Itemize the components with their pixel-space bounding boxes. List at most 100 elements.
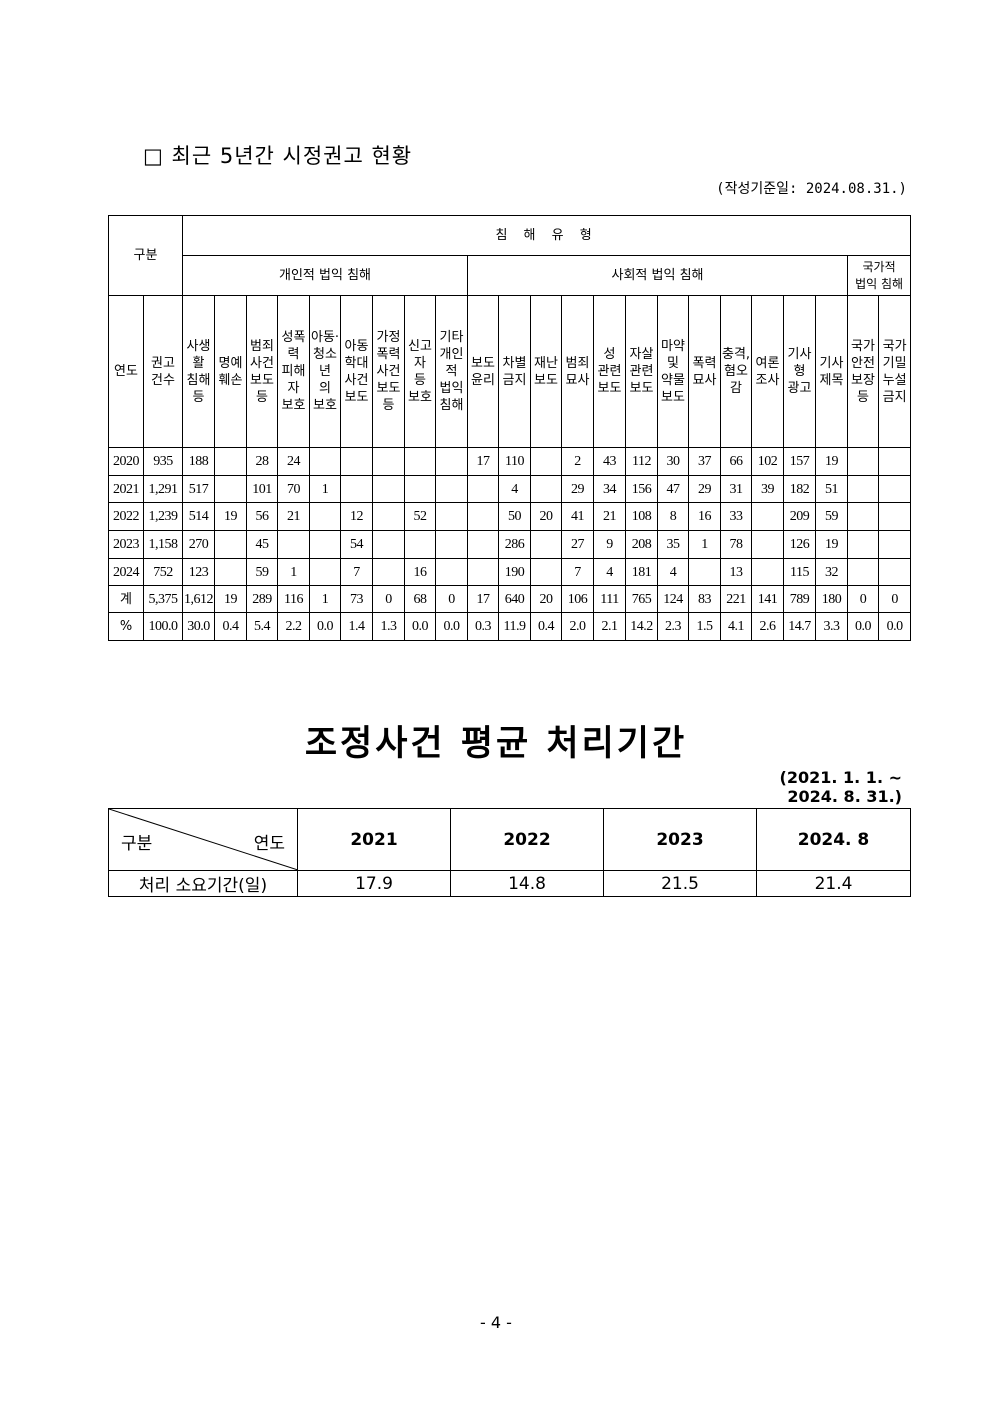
table-row: 2020 935 188 28 24 17 110 2 43 112 30 37 66 102 157 19 (108, 447, 912, 476)
data-cell (878, 558, 912, 586)
data-cell: 19 (214, 585, 248, 613)
data-cell: 0.0 (309, 612, 342, 641)
column-header: 명예 훼손 (214, 295, 248, 448)
data-cell: 14.2 (625, 612, 659, 641)
data-cell: 5,375 (142, 585, 184, 613)
data-cell: 1 (277, 558, 311, 586)
data-cell: 2.0 (561, 612, 595, 641)
data-cell (530, 475, 563, 503)
data-cell: 116 (277, 585, 311, 613)
data-cell: 54 (340, 530, 374, 559)
row-label: 계 (108, 585, 144, 613)
column-header: 아동· 청소년 의 보호 (309, 295, 342, 448)
data-cell: 102 (751, 447, 785, 476)
data-cell: 2.2 (277, 612, 311, 641)
data-cell: 111 (593, 585, 627, 613)
data-cell: 59 (815, 502, 849, 531)
data-cell: 126 (783, 530, 817, 559)
year-header: 2022 (450, 808, 604, 871)
data-cell: 2 (561, 447, 595, 476)
data-cell (340, 447, 374, 476)
data-cell: 182 (783, 475, 817, 503)
column-header: 기사 형 광고 (783, 295, 817, 448)
data-cell: 33 (720, 502, 753, 531)
data-cell: 180 (815, 585, 849, 613)
data-cell: 73 (340, 585, 374, 613)
row-label: 2024 (108, 558, 144, 586)
data-cell (878, 502, 912, 531)
data-cell: 1,239 (142, 502, 184, 531)
data-cell: 39 (751, 475, 785, 503)
data-cell: 765 (625, 585, 659, 613)
data-cell (530, 558, 563, 586)
column-header: 마약 및 약물 보도 (657, 295, 690, 448)
data-cell: 52 (404, 502, 437, 531)
column-header: 성 관련 보도 (593, 295, 627, 448)
column-header: 신고자 등 보호 (404, 295, 437, 448)
data-cell: 37 (688, 447, 722, 476)
data-cell (435, 475, 469, 503)
data-cell: 190 (498, 558, 532, 586)
data-cell (214, 447, 248, 476)
data-cell: 188 (182, 447, 216, 476)
data-cell: 7 (561, 558, 595, 586)
value-cell: 21.5 (603, 870, 757, 897)
data-cell (530, 447, 563, 476)
row-label: 처리 소요기간(일) (108, 870, 298, 897)
data-cell: 35 (657, 530, 690, 559)
data-cell: 1,612 (182, 585, 216, 613)
column-header: 재난 보도 (530, 295, 563, 448)
column-header: 기사 제목 (815, 295, 849, 448)
column-header: 기타 개인 적 법익 침해 (435, 295, 469, 448)
row-label: 2020 (108, 447, 144, 476)
data-cell: 1,158 (142, 530, 184, 559)
data-cell: 17 (467, 585, 500, 613)
data-cell: 181 (625, 558, 659, 586)
data-cell: 156 (625, 475, 659, 503)
data-cell: 101 (246, 475, 279, 503)
data-cell: 4 (657, 558, 690, 586)
data-cell: 289 (246, 585, 279, 613)
year-header: 2024. 8 (756, 808, 911, 871)
column-header: 충격, 혐오감 (720, 295, 753, 448)
data-cell (530, 530, 563, 559)
data-cell (467, 502, 500, 531)
table-row: 2021 1,291 517 101 70 1 4 29 34 156 47 29 31 39 182 51 (108, 475, 912, 503)
data-cell: 19 (214, 502, 248, 531)
data-cell (751, 558, 785, 586)
data-cell: 13 (720, 558, 753, 586)
data-cell (847, 447, 880, 476)
data-cell: 11.9 (498, 612, 532, 641)
data-cell: 2.1 (593, 612, 627, 641)
data-cell: 12 (340, 502, 374, 531)
data-cell: 1.4 (340, 612, 374, 641)
data-cell (751, 502, 785, 531)
data-cell: 4 (593, 558, 627, 586)
data-cell: 0 (847, 585, 880, 613)
data-cell: 7 (340, 558, 374, 586)
column-header: 폭력 묘사 (688, 295, 722, 448)
column-header: 권고 건수 (142, 295, 184, 448)
data-cell (847, 502, 880, 531)
data-cell: 0 (878, 585, 912, 613)
data-cell: 0.0 (847, 612, 880, 641)
header-personal: 개인적 법익 침해 (182, 255, 469, 296)
data-cell: 32 (815, 558, 849, 586)
data-cell: 34 (593, 475, 627, 503)
data-cell: 9 (593, 530, 627, 559)
column-header: 국가 기밀 누설 금지 (878, 295, 912, 448)
column-header: 보도 윤리 (467, 295, 500, 448)
data-cell: 115 (783, 558, 817, 586)
data-cell: 31 (720, 475, 753, 503)
data-cell: 43 (593, 447, 627, 476)
data-cell: 108 (625, 502, 659, 531)
section2-title: 조정사건 평균 처리기간 (304, 724, 688, 764)
data-cell: 106 (561, 585, 595, 613)
data-cell: 935 (142, 447, 184, 476)
recommendation-table: 구분 침 해 유 형 개인적 법익 침해 사회적 법익 침해 국가적 법익 침해… (107, 215, 912, 641)
data-cell: 1,291 (142, 475, 184, 503)
basis-date: (작성기준일: 2024.08.31.) (716, 181, 907, 197)
table-row: 계 5,375 1,612 19 289 116 1 73 0 68 0 17 640 20 106 111 7… (108, 585, 912, 613)
header-social: 사회적 법익 침해 (467, 255, 849, 296)
column-header: 자살 관련 보도 (625, 295, 659, 448)
